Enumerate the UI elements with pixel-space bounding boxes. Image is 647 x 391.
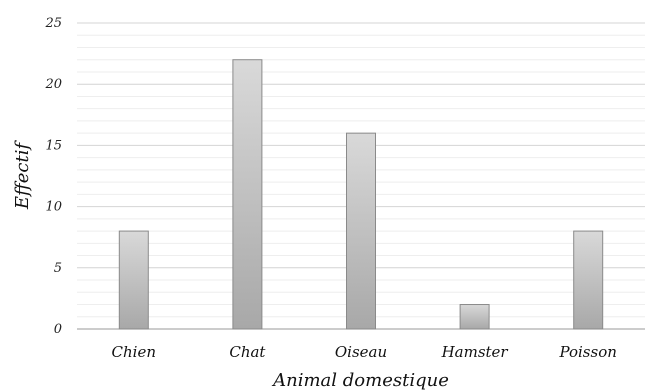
x-axis-category-labels: Chien Chat Oiseau Hamster Poisson bbox=[112, 343, 617, 361]
y-tick-label: 20 bbox=[44, 77, 62, 92]
x-tick-label: Hamster bbox=[441, 343, 509, 361]
y-axis-title: Effectif bbox=[12, 140, 33, 211]
bar-oiseau bbox=[346, 132, 376, 330]
y-tick-label: 10 bbox=[45, 200, 62, 215]
y-tick-label: 0 bbox=[54, 322, 62, 337]
x-axis-title: Animal domestique bbox=[271, 370, 449, 391]
y-tick-label: 25 bbox=[44, 16, 62, 31]
x-tick-label: Poisson bbox=[558, 343, 616, 361]
bar-poisson bbox=[573, 230, 604, 330]
y-tick-label: 15 bbox=[45, 138, 62, 153]
bar-chat bbox=[232, 59, 263, 330]
bars bbox=[118, 59, 604, 330]
x-tick-label: Oiseau bbox=[335, 343, 387, 361]
bar-hamster bbox=[459, 304, 490, 330]
x-tick-label: Chat bbox=[229, 343, 266, 361]
y-axis-tick-labels: 0 5 10 15 20 25 bbox=[44, 16, 62, 337]
bar-chien bbox=[118, 230, 149, 330]
y-tick-label: 5 bbox=[54, 261, 62, 276]
x-tick-label: Chien bbox=[112, 343, 156, 361]
